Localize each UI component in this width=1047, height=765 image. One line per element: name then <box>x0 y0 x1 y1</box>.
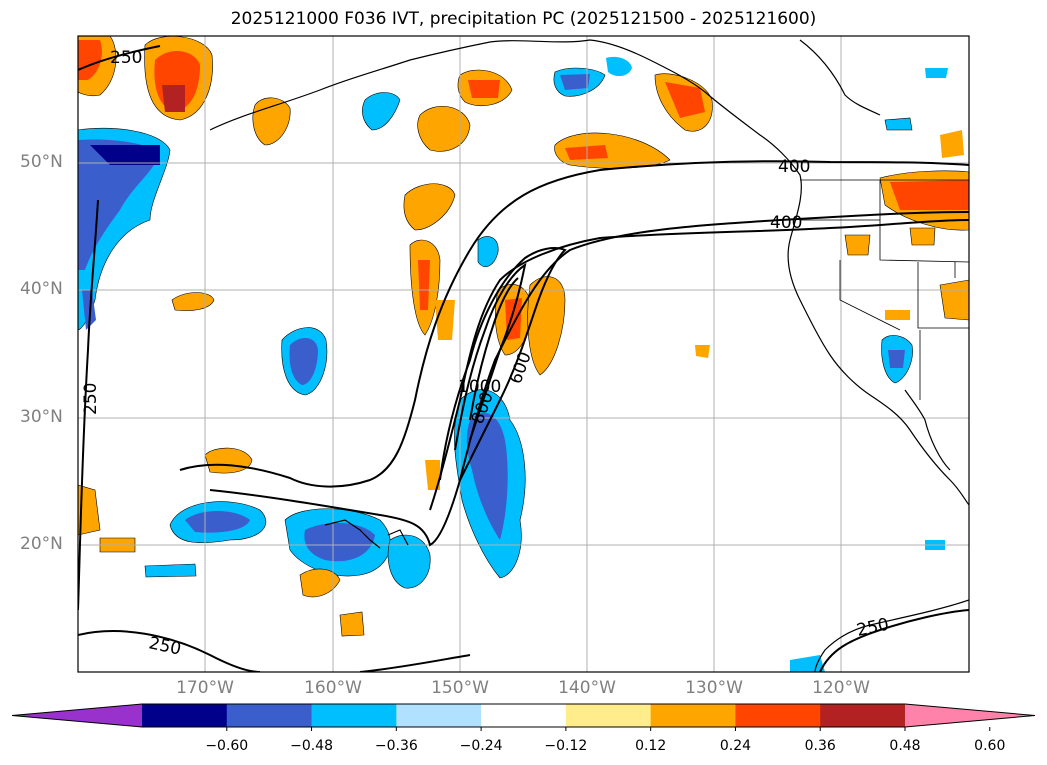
colorbar-tick-label: 0.24 <box>719 738 752 754</box>
map-frame <box>77 35 970 673</box>
colorbar-tick-label: 0.60 <box>974 738 1006 754</box>
lon-label-160w: 160°W <box>304 678 362 698</box>
lat-label-50n: 50°N <box>20 152 63 172</box>
contour-label: 1000 <box>458 377 501 397</box>
figure-title: 2025121000 F036 IVT, precipitation PC (2… <box>230 9 817 29</box>
colorbar-tick-label: −0.24 <box>459 738 503 754</box>
state-borders <box>800 179 969 400</box>
coastlines <box>209 39 969 672</box>
colorbar-tick-label: −0.60 <box>205 738 249 754</box>
lon-label-150w: 150°W <box>431 678 489 698</box>
contour-label: 250 <box>110 48 142 68</box>
lat-label-40n: 40°N <box>20 279 63 299</box>
gridlines <box>78 36 969 672</box>
lon-label-170w: 170°W <box>176 678 234 698</box>
contour-label: 400 <box>778 157 810 177</box>
lat-label-20n: 20°N <box>20 534 63 554</box>
ivt-contours <box>78 45 969 672</box>
colorbar-tick-label: 0.36 <box>804 738 836 754</box>
positive-precip-shading <box>78 36 969 637</box>
colorbar-tick-label: 0.12 <box>635 738 667 754</box>
colorbar-tick-label: −0.12 <box>544 738 588 754</box>
map-panel: 250 250 250 250 400 400 600 800 1000 <box>78 36 969 672</box>
contour-label: 250 <box>81 383 101 415</box>
colorbar-tick-label: −0.48 <box>290 738 333 754</box>
negative-precip-shading <box>78 56 948 672</box>
contour-label: 400 <box>770 213 802 233</box>
lat-label-30n: 30°N <box>20 407 63 427</box>
lon-label-140w: 140°W <box>558 678 616 698</box>
lon-label-130w: 130°W <box>685 678 743 698</box>
lon-label-120w: 120°W <box>812 678 870 698</box>
colorbar-tick-label: −0.36 <box>374 738 418 754</box>
colorbar-tick-label: 0.48 <box>889 738 921 754</box>
